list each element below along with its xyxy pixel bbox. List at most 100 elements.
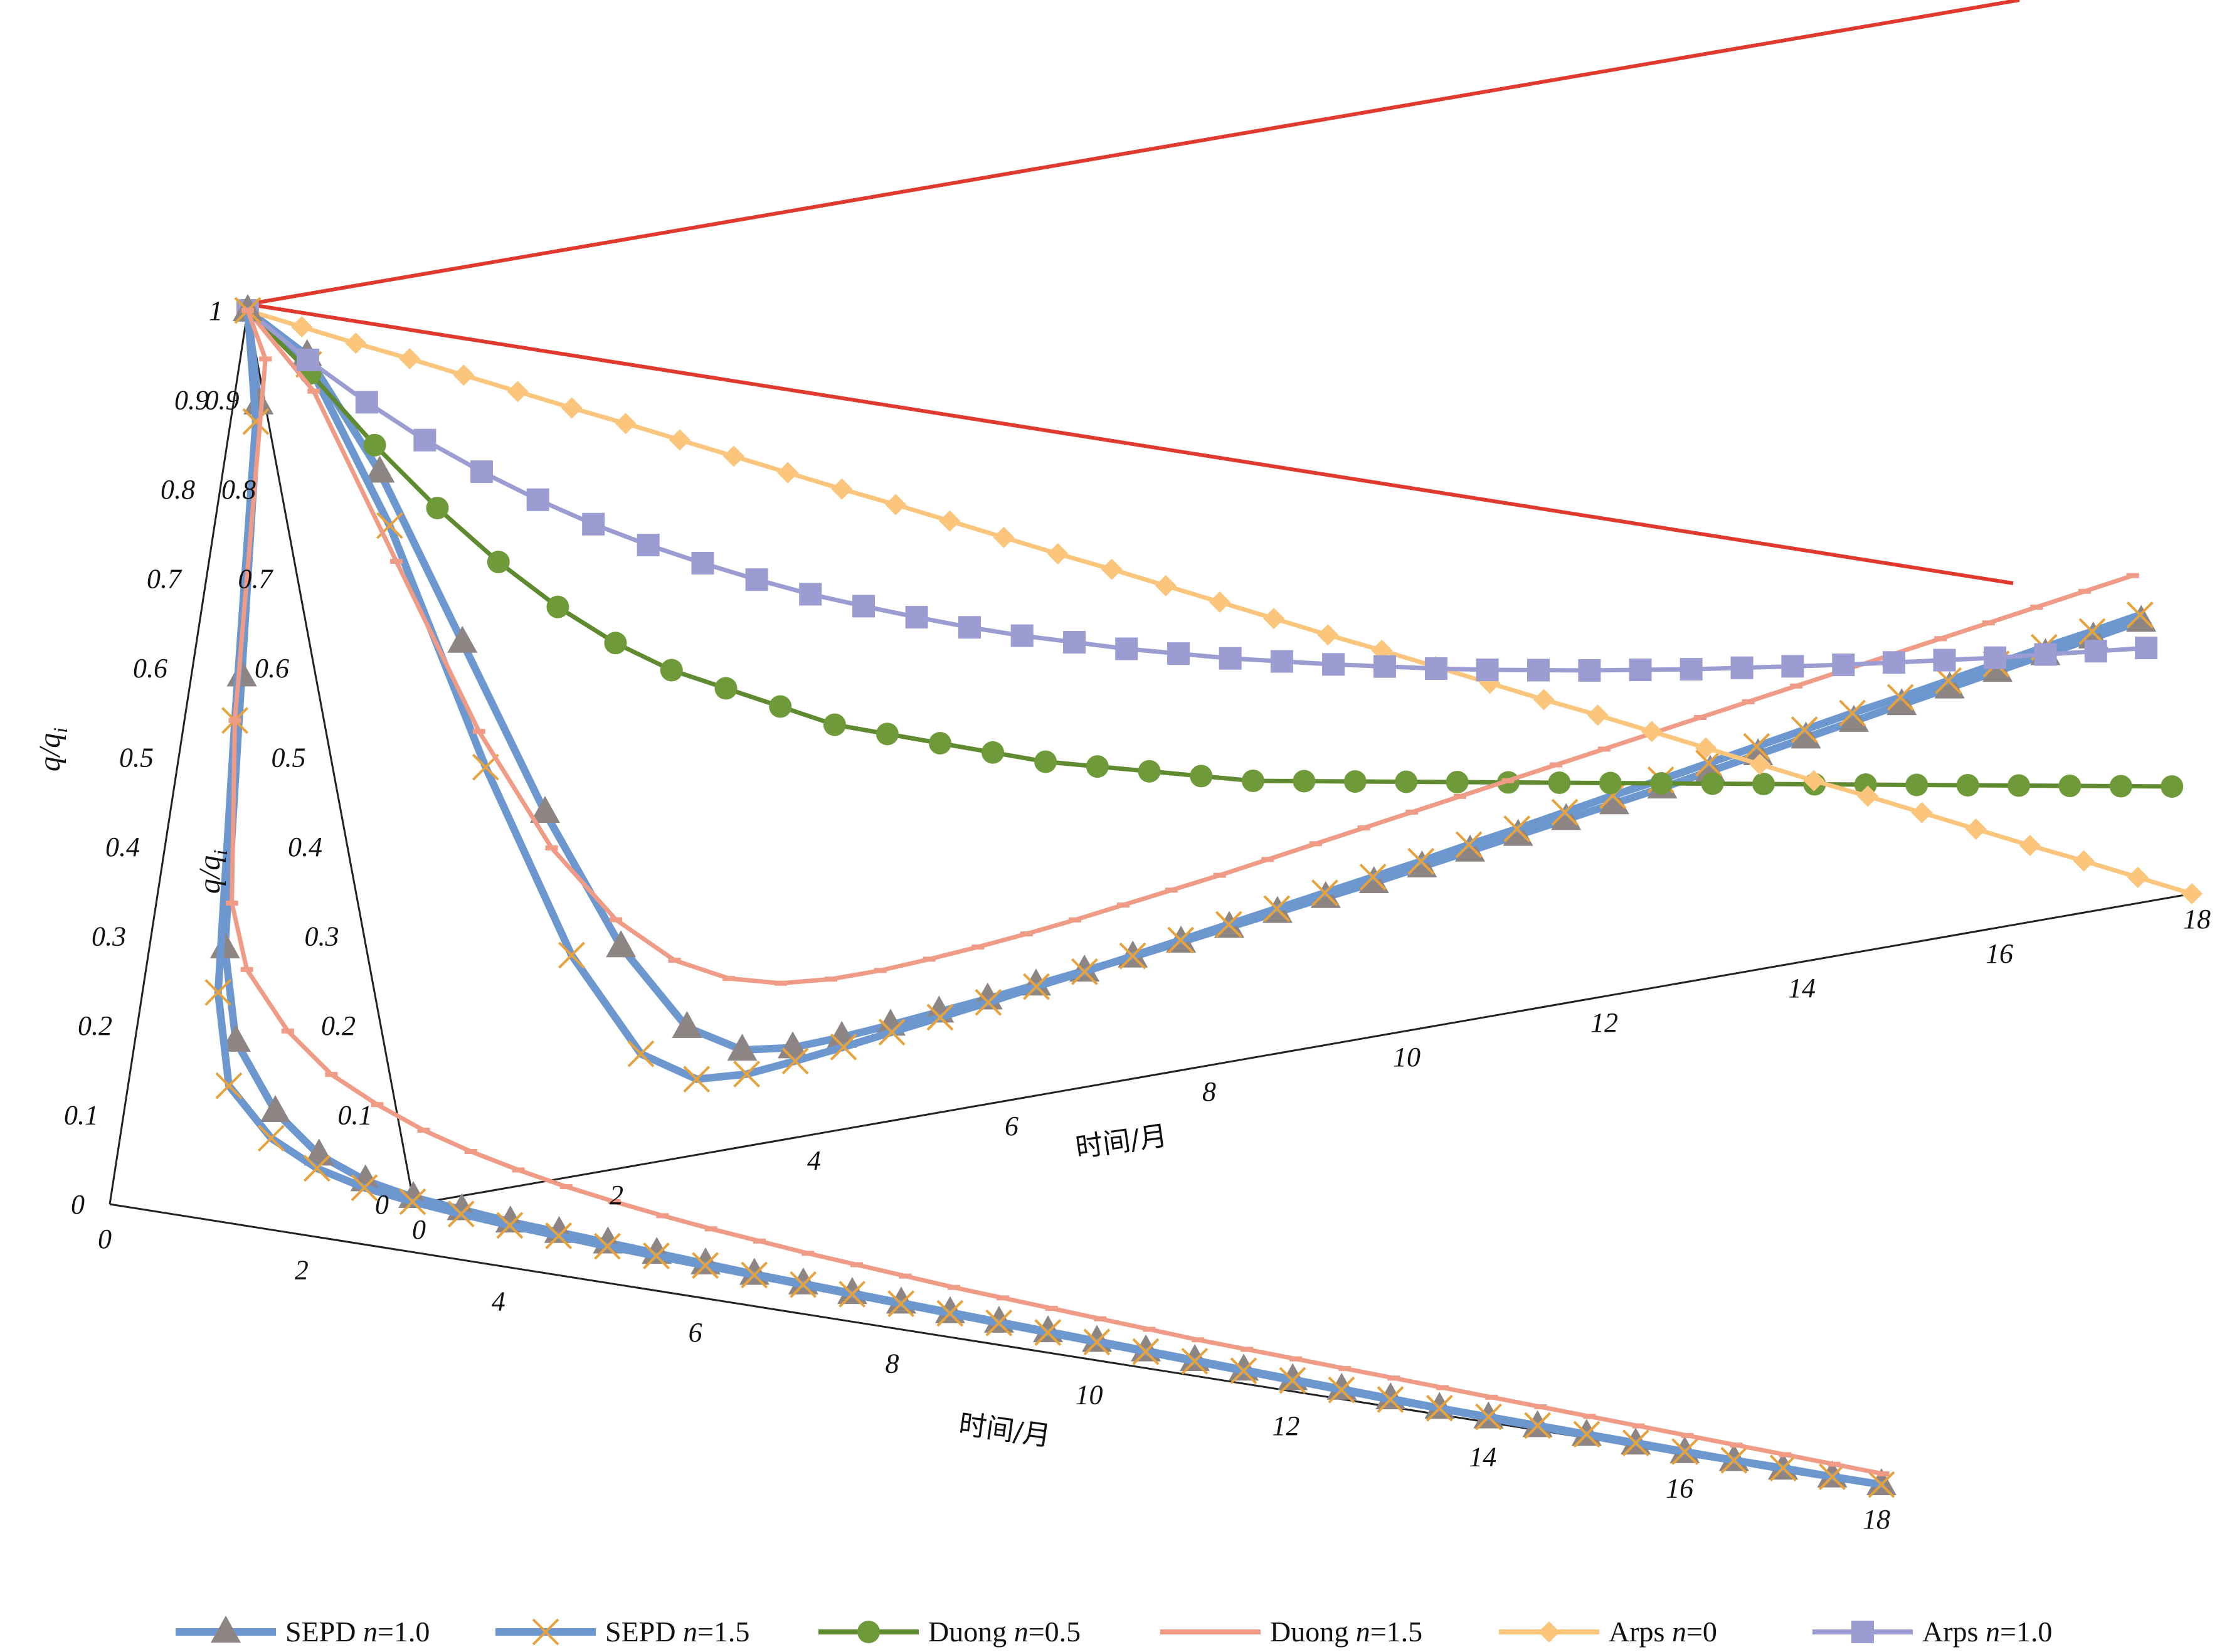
back-sepd-n-1-5-data-point [627, 1040, 655, 1067]
back-duong-n-1-5-data-point [1309, 841, 1322, 847]
back-arps-n-0-data-point [1317, 624, 1339, 646]
front-sepd-n-1-5-data-point [399, 1188, 426, 1215]
back-x-tick-label: 18 [2183, 904, 2211, 935]
back-arps-n-1-0-data-point [1270, 650, 1293, 673]
back-sepd-n-1-5-data-point [1791, 716, 1818, 743]
front-duong-n-1-5-data-point [1485, 1394, 1498, 1400]
front-duong-n-1-5-data-point [281, 1028, 294, 1034]
back-y-tick-label: 1 [209, 295, 223, 326]
front-duong-n-1-5-data-point [753, 1238, 766, 1244]
back-arps-n-1-0-data-point [1115, 637, 1138, 660]
back-arps-n-1-0-data-point [1476, 658, 1499, 681]
back-arps-n-0-data-point [1155, 574, 1177, 596]
back-sepd-n-1-5-data-point [1455, 831, 1483, 859]
front-sepd-n-1-5-data-point [936, 1300, 964, 1327]
front-duong-n-1-5-data-point [1192, 1337, 1205, 1343]
back-duong-n-0-5-data-point [1034, 750, 1057, 773]
back-sepd-n-1-5-data-point [1839, 699, 1866, 727]
back-sepd-n-1-5-data-point [2126, 601, 2154, 628]
front-y-tick-label: 0.1 [64, 1100, 98, 1131]
back-arps-n-1-0-data-point [355, 391, 378, 414]
back-duong-n-0-5-data-point [660, 659, 683, 682]
back-duong-n-0-5-data-point [1138, 760, 1161, 783]
back-sepd-n-1-0-data-point [606, 930, 637, 958]
legend-label: Arps n=0 [1609, 1616, 1717, 1648]
back-sepd-n-1-5-data-point [878, 1019, 906, 1046]
legend-label-name: Arps [1609, 1616, 1672, 1648]
front-series-group [209, 294, 1897, 1495]
back-x-axis-title: 时间/月 [1074, 1120, 1169, 1164]
back-sepd-n-1-5-data-point [1886, 684, 1914, 711]
front-sepd-n-1-5-data-point [1426, 1394, 1453, 1422]
front-sepd-n-1-5-data-point [1328, 1376, 1355, 1404]
back-duong-n-1-5-data-point [923, 956, 936, 962]
back-arps-n-0-data-point [939, 510, 961, 532]
back-arps-n-1-0-data-point [1322, 653, 1345, 676]
back-arps-n-0-data-point [1749, 753, 1771, 775]
back-arps-n-0-data-point [2019, 834, 2041, 856]
back-duong-n-1-5-data-point [825, 977, 838, 982]
back-arps-n-1-0-data-point [2084, 640, 2107, 663]
back-duong-n-1-5-data-point [722, 976, 736, 982]
legend-label-value: =0 [1686, 1616, 1717, 1648]
back-arps-n-1-0-data-point [1527, 659, 1550, 682]
back-arps-n-0-data-point [1263, 608, 1285, 630]
guide-line-lower [247, 302, 2014, 585]
back-x-axis [413, 892, 2193, 1205]
back-duong-n-1-5-data-point [2126, 573, 2139, 578]
front-sepd-n-1-5-data-point [1475, 1403, 1502, 1431]
back-duong-n-1-5-data-point [1693, 715, 1706, 721]
back-duong-n-1-5-data-point [1261, 857, 1274, 862]
front-duong-n-1-5-data-point [1045, 1306, 1058, 1311]
back-duong-n-0-5-data-point [1548, 771, 1571, 794]
front-duong-n-1-5-data-point [559, 1184, 573, 1190]
back-arps-n-0-data-point [1965, 818, 1987, 840]
back-arps-n-0-data-point [669, 429, 690, 451]
front-panel-series [204, 294, 1897, 1498]
front-duong-n-1-5-data-point [1828, 1461, 1841, 1467]
front-sepd-n-1-5-data-point [303, 1155, 331, 1182]
front-sepd-n-1-5-data-point [215, 1072, 243, 1099]
back-y-tick-label: 0.8 [221, 474, 256, 505]
legend-label: Arps n=1.0 [1922, 1616, 2052, 1648]
back-arps-n-1-0-data-point [582, 512, 605, 536]
back-arps-n-0-data-point [345, 332, 367, 354]
back-sepd-n-1-0-data-point [1743, 738, 1774, 765]
front-sepd-n-1-5-data-point [1524, 1412, 1552, 1439]
back-arps-n-0-data-point [2181, 883, 2203, 904]
legend-label: SEPD n=1.0 [285, 1616, 430, 1648]
back-arps-n-1-0-data-point [905, 606, 928, 629]
legend-item: SEPD n=1.5 [495, 1616, 749, 1648]
back-duong-n-1-5-data-point [774, 980, 787, 986]
front-duong-n-1-5-data-point [241, 308, 254, 313]
back-duong-n-1-5-data-point [390, 559, 403, 564]
front-y-tick-label: 0.3 [92, 921, 126, 952]
front-duong-n-1-5-data-point [1436, 1385, 1449, 1390]
back-y-tick-label: 0.7 [238, 564, 274, 595]
front-x-tick-label: 16 [1666, 1473, 1693, 1503]
legend-label-value: =1.0 [378, 1616, 430, 1648]
front-sepd-n-1-0-data-point [260, 1095, 291, 1122]
back-arps-n-1-0-data-point [1933, 649, 1956, 672]
front-sepd-n-1-5-data-point [1230, 1357, 1257, 1385]
back-x-tick-label: 14 [1788, 973, 1816, 1003]
back-x-tick-label: 0 [412, 1214, 426, 1245]
back-sepd-n-1-5-data-point [1503, 815, 1531, 843]
back-arps-n-0-data-point [507, 381, 529, 403]
back-arps-n-0-data-point [831, 478, 853, 500]
back-duong-n-1-5-data-point [472, 729, 485, 734]
back-sepd-n-1-5-data-point [1551, 798, 1579, 826]
back-duong-n-1-5-data-point [668, 958, 681, 963]
back-arps-n-0-data-point [615, 413, 637, 435]
front-sepd-n-1-5-data-point [790, 1271, 817, 1298]
front-sepd-n-1-5-data-point [1181, 1347, 1209, 1375]
legend-label-param: n [1672, 1616, 1686, 1648]
front-sepd-n-1-5-data-point [1769, 1454, 1797, 1482]
back-arps-n-0-data-point [1101, 558, 1123, 580]
back-series-group [236, 299, 2184, 798]
front-sepd-n-1-5-data-point [692, 1252, 719, 1279]
front-x-tick-label: 2 [295, 1255, 309, 1286]
back-arps-n-1-0-data-point [1010, 624, 1034, 647]
back-sepd-n-1-5-data-point [1407, 847, 1435, 875]
back-duong-n-1-5-data-point [1982, 620, 1995, 626]
